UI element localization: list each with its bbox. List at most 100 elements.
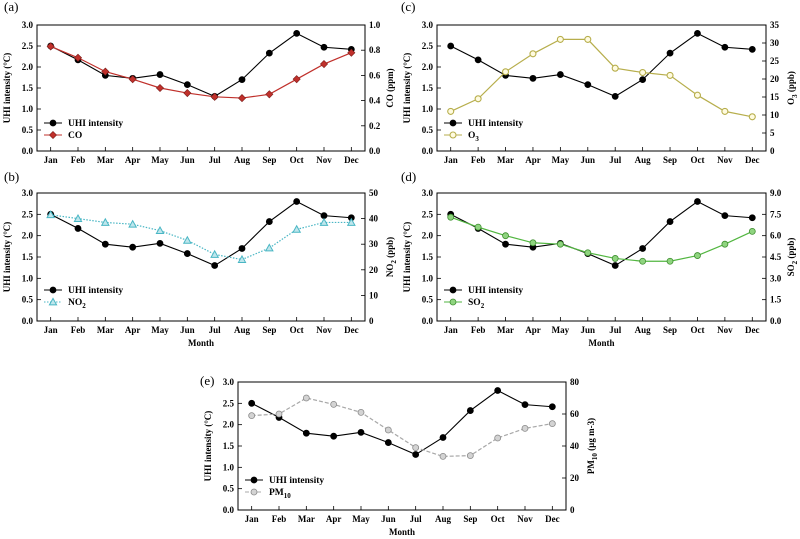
x-tick-label: Nov — [316, 155, 332, 165]
left-tick-label: 1.5 — [223, 441, 235, 451]
data-point-co — [46, 42, 55, 51]
x-tick-label: Aug — [635, 325, 652, 335]
right-tick-label: 20 — [369, 265, 379, 275]
data-point-no2 — [264, 243, 274, 252]
series-line-uhi-intensity — [50, 32, 352, 98]
x-tick-label: Jun — [381, 514, 396, 524]
data-point-uhi-intensity — [474, 56, 482, 64]
right-tick-label: 80 — [570, 377, 580, 387]
panel-label: (b) — [4, 169, 19, 184]
right-tick-label: 9.0 — [770, 188, 782, 198]
data-point-co — [347, 48, 356, 57]
panel-label: (e) — [200, 373, 214, 388]
series-line-uhi-intensity — [50, 200, 352, 267]
x-tick-label: Aug — [234, 325, 251, 335]
data-point-pm10 — [275, 410, 283, 418]
right-tick-label: 7.5 — [770, 209, 782, 219]
left-tick-label: 0.5 — [223, 484, 235, 494]
data-point-uhi-intensity — [611, 93, 619, 100]
data-point-uhi-intensity — [439, 434, 447, 441]
data-point-uhi-intensity — [639, 76, 647, 83]
right-tick-label: 6.0 — [770, 231, 782, 241]
y-axis-label-left: UHI intensity (°C) — [402, 53, 412, 124]
data-point-so2 — [556, 240, 564, 248]
data-point-o3 — [693, 91, 702, 99]
x-tick-label: Nov — [316, 325, 332, 335]
left-tick-label: 1.0 — [223, 462, 235, 472]
data-point-so2 — [639, 257, 647, 265]
chart-panel-d: (d) 0.0 0.5 1.0 1.5 2.0 2.5 3.0 0.0 1.5 3.0 4.5 6.0 7… — [401, 169, 799, 348]
legend-label: CO — [68, 131, 82, 141]
data-point-uhi-intensity — [548, 403, 556, 411]
left-tick-label: 2.0 — [22, 62, 34, 72]
legend-label: PM10 — [269, 488, 291, 500]
data-point-uhi-intensity — [412, 451, 420, 458]
legend-swatch-marker — [49, 119, 57, 127]
data-point-co — [319, 60, 329, 69]
legend-label: O3 — [468, 131, 479, 143]
panel-label: (d) — [401, 169, 416, 184]
y-axis-label-right: PM10 (µg m-3) — [586, 418, 599, 474]
data-point-so2 — [694, 252, 701, 259]
x-tick-label: May — [151, 155, 169, 165]
data-point-no2 — [237, 254, 247, 263]
plot-frame — [36, 192, 366, 322]
data-point-uhi-intensity — [265, 49, 273, 57]
data-point-no2 — [46, 210, 56, 219]
data-point-pm10 — [412, 444, 420, 452]
legend-swatch-marker — [250, 476, 258, 484]
legend-swatch-marker — [449, 119, 457, 127]
x-axis-label: Month — [588, 338, 614, 348]
data-point-co — [265, 90, 274, 99]
x-tick-label: Oct — [690, 325, 704, 335]
legend-label: UHI intensity — [269, 476, 324, 486]
data-point-uhi-intensity — [156, 239, 164, 247]
x-tick-label: Oct — [290, 155, 304, 165]
left-tick-label: 3.0 — [422, 20, 434, 30]
data-point-o3 — [501, 68, 510, 76]
right-tick-label: 10 — [369, 290, 379, 300]
legend-swatch-marker — [48, 297, 58, 306]
data-point-no2 — [182, 235, 192, 244]
legend-swatch-marker — [250, 488, 258, 496]
plot-frame — [436, 24, 767, 152]
x-tick-label: Jul — [410, 514, 423, 524]
y-axis-label-right: NO2 (ppb) — [385, 237, 398, 277]
y-axis-label-left: UHI intensity (°C) — [2, 222, 12, 293]
right-tick-label: 5 — [770, 128, 775, 138]
data-point-pm10 — [521, 424, 529, 432]
right-tick-label: 0 — [570, 505, 575, 515]
data-point-pm10 — [494, 434, 502, 442]
data-point-o3 — [611, 64, 619, 72]
right-tick-label: 20 — [770, 74, 780, 84]
left-tick-label: 2.0 — [223, 420, 235, 430]
x-tick-label: May — [352, 514, 370, 524]
series-line-pm10 — [251, 397, 553, 458]
x-tick-label: Jun — [180, 325, 195, 335]
left-tick-label: 0.0 — [422, 316, 434, 326]
data-point-so2 — [584, 249, 592, 257]
left-tick-label: 2.5 — [223, 398, 235, 408]
data-point-uhi-intensity — [494, 387, 502, 394]
x-tick-label: Oct — [690, 155, 704, 165]
data-point-uhi-intensity — [330, 432, 338, 440]
data-point-uhi-intensity — [666, 49, 674, 57]
data-point-co — [155, 83, 165, 93]
legend-label: UHI intensity — [68, 119, 123, 129]
x-tick-label: Jul — [209, 155, 222, 165]
x-tick-label: Dec — [344, 155, 359, 165]
data-point-uhi-intensity — [529, 74, 537, 82]
data-point-uhi-intensity — [666, 218, 674, 225]
data-point-no2 — [319, 217, 329, 226]
data-point-uhi-intensity — [466, 407, 474, 414]
left-tick-label: 2.5 — [422, 209, 434, 219]
data-point-so2 — [529, 239, 537, 247]
x-tick-label: Jul — [609, 155, 622, 165]
x-axis-label: Month — [389, 527, 415, 537]
data-point-uhi-intensity — [293, 198, 301, 205]
y-axis-label-right: O3 (ppb) — [786, 71, 799, 105]
x-tick-label: Jan — [44, 325, 58, 335]
series-line-so2 — [450, 216, 753, 262]
x-tick-label: Apr — [326, 514, 342, 524]
x-tick-label: Apr — [525, 325, 541, 335]
